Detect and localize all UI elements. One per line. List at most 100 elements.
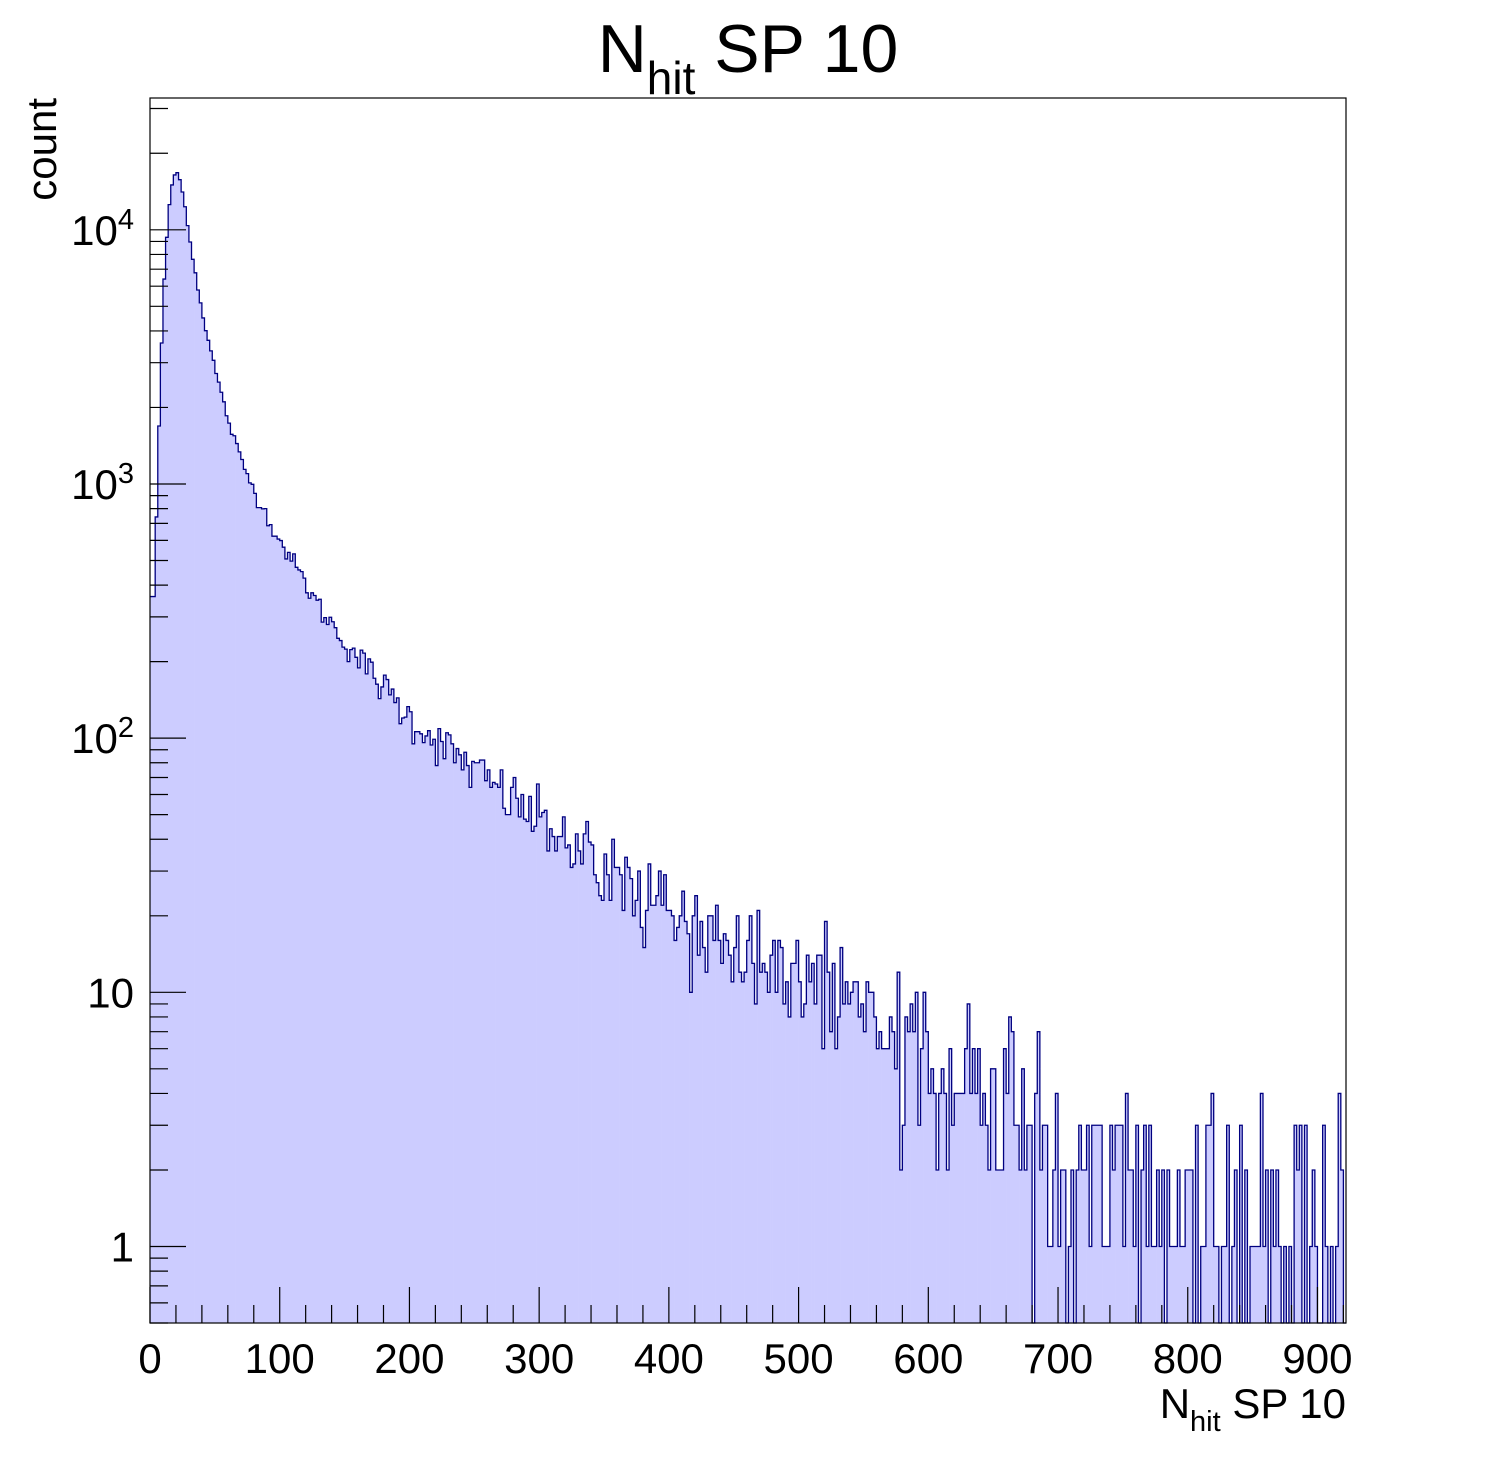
histogram-bin bbox=[954, 1093, 958, 1323]
plot-frame bbox=[149, 97, 1347, 1324]
histogram-bin bbox=[230, 434, 234, 1324]
histogram-bin bbox=[297, 569, 301, 1323]
histogram-bin bbox=[445, 732, 449, 1323]
histogram-bin bbox=[160, 342, 164, 1324]
histogram-bin bbox=[1019, 1169, 1023, 1323]
histogram-bin bbox=[341, 647, 345, 1323]
histogram-bin bbox=[245, 473, 249, 1323]
histogram-bin bbox=[676, 927, 680, 1323]
histogram-bin bbox=[897, 972, 901, 1323]
histogram-bin bbox=[666, 910, 670, 1323]
histogram-bin bbox=[904, 1016, 908, 1323]
histogram-bin bbox=[1078, 1125, 1082, 1323]
histogram-bin bbox=[715, 905, 719, 1323]
histogram-bin bbox=[694, 895, 698, 1323]
x-tick-label: 0 bbox=[138, 1335, 161, 1382]
chart-title-main: N bbox=[598, 11, 647, 87]
histogram-bin bbox=[515, 798, 519, 1323]
histogram-bin bbox=[941, 1068, 945, 1323]
histogram-bin bbox=[1008, 1016, 1012, 1323]
histogram-bin bbox=[993, 1068, 997, 1323]
histogram-bin bbox=[795, 940, 799, 1323]
histogram-bin bbox=[1278, 1246, 1282, 1323]
histogram-bin bbox=[388, 694, 392, 1323]
histogram-bin bbox=[689, 992, 693, 1323]
x-axis-ticks bbox=[149, 1287, 1345, 1323]
histogram-bin bbox=[775, 992, 779, 1323]
histogram-bin bbox=[531, 831, 535, 1323]
histogram-bin bbox=[310, 592, 314, 1323]
x-tick-label: 800 bbox=[1153, 1335, 1223, 1382]
histogram-bin bbox=[152, 596, 156, 1323]
histogram-bin bbox=[308, 598, 312, 1323]
histogram-bin bbox=[170, 184, 174, 1323]
histogram-bin bbox=[487, 769, 491, 1323]
histogram-bin bbox=[458, 754, 462, 1323]
histogram-bin bbox=[1275, 1169, 1279, 1323]
histogram-bin bbox=[995, 1169, 999, 1323]
histogram-bin bbox=[1016, 1125, 1020, 1323]
histogram-bin bbox=[1086, 1125, 1090, 1323]
histogram-bin bbox=[712, 940, 716, 1323]
histogram-bin bbox=[1039, 1169, 1043, 1323]
histogram-bin bbox=[928, 1093, 932, 1323]
histogram-bin bbox=[207, 340, 210, 1324]
histogram-bin bbox=[1096, 1125, 1100, 1323]
histogram-bin bbox=[614, 867, 618, 1323]
histogram-bin bbox=[679, 915, 683, 1323]
histogram-bin bbox=[910, 1003, 914, 1323]
histogram-bin bbox=[824, 921, 828, 1323]
histogram-bin bbox=[637, 871, 641, 1323]
histogram-bin bbox=[700, 921, 703, 1323]
histogram-bin bbox=[808, 981, 812, 1323]
histogram-bin bbox=[295, 567, 299, 1323]
histogram-bin bbox=[692, 915, 696, 1323]
histogram-bin bbox=[640, 927, 644, 1323]
histogram-bin bbox=[635, 900, 639, 1323]
histogram-bin bbox=[290, 561, 293, 1323]
histogram-bin bbox=[585, 821, 589, 1323]
histogram-bin bbox=[962, 1093, 965, 1323]
histogram-bin bbox=[552, 836, 556, 1323]
histogram-bin bbox=[461, 769, 465, 1323]
histogram-bin bbox=[497, 787, 501, 1323]
histogram-bin bbox=[277, 539, 281, 1323]
histogram-bin bbox=[365, 673, 369, 1323]
histogram-bin bbox=[967, 1003, 971, 1323]
histogram-bin bbox=[264, 508, 268, 1323]
x-tick-label: 900 bbox=[1282, 1335, 1352, 1382]
histogram-bin bbox=[964, 1048, 968, 1323]
histogram-bin bbox=[279, 540, 283, 1323]
histogram-bin bbox=[500, 769, 504, 1323]
histogram-bin bbox=[829, 1031, 833, 1323]
histogram-bin bbox=[209, 350, 213, 1324]
histogram-bin bbox=[956, 1093, 960, 1323]
y-axis-label: count bbox=[18, 98, 65, 201]
histogram-bin bbox=[344, 649, 348, 1323]
histogram-bin bbox=[1115, 1125, 1118, 1323]
histogram-bin bbox=[178, 179, 182, 1323]
histogram-bin bbox=[1182, 1246, 1186, 1323]
histogram-bin bbox=[622, 910, 626, 1323]
histogram-bin bbox=[749, 915, 753, 1323]
histogram-bin bbox=[738, 972, 742, 1323]
histogram-bin bbox=[321, 622, 325, 1323]
histogram-bin bbox=[661, 905, 664, 1323]
histogram-bin bbox=[871, 992, 875, 1323]
histogram-bin bbox=[627, 867, 631, 1323]
histogram-bin bbox=[1226, 1125, 1230, 1323]
histogram-bin bbox=[393, 702, 397, 1323]
histogram-bin bbox=[191, 259, 195, 1324]
histogram-bin bbox=[1166, 1169, 1170, 1323]
histogram-bin bbox=[243, 469, 247, 1323]
histogram-bin bbox=[370, 662, 374, 1323]
histogram-bin bbox=[448, 734, 452, 1323]
histogram-bin bbox=[1089, 1246, 1093, 1323]
histogram-bin bbox=[754, 1003, 758, 1323]
histogram-bin bbox=[347, 661, 351, 1323]
histogram-bin bbox=[562, 816, 566, 1323]
histogram-bin bbox=[959, 1093, 963, 1323]
histogram-bin bbox=[863, 1031, 867, 1323]
histogram-bin bbox=[287, 552, 291, 1323]
